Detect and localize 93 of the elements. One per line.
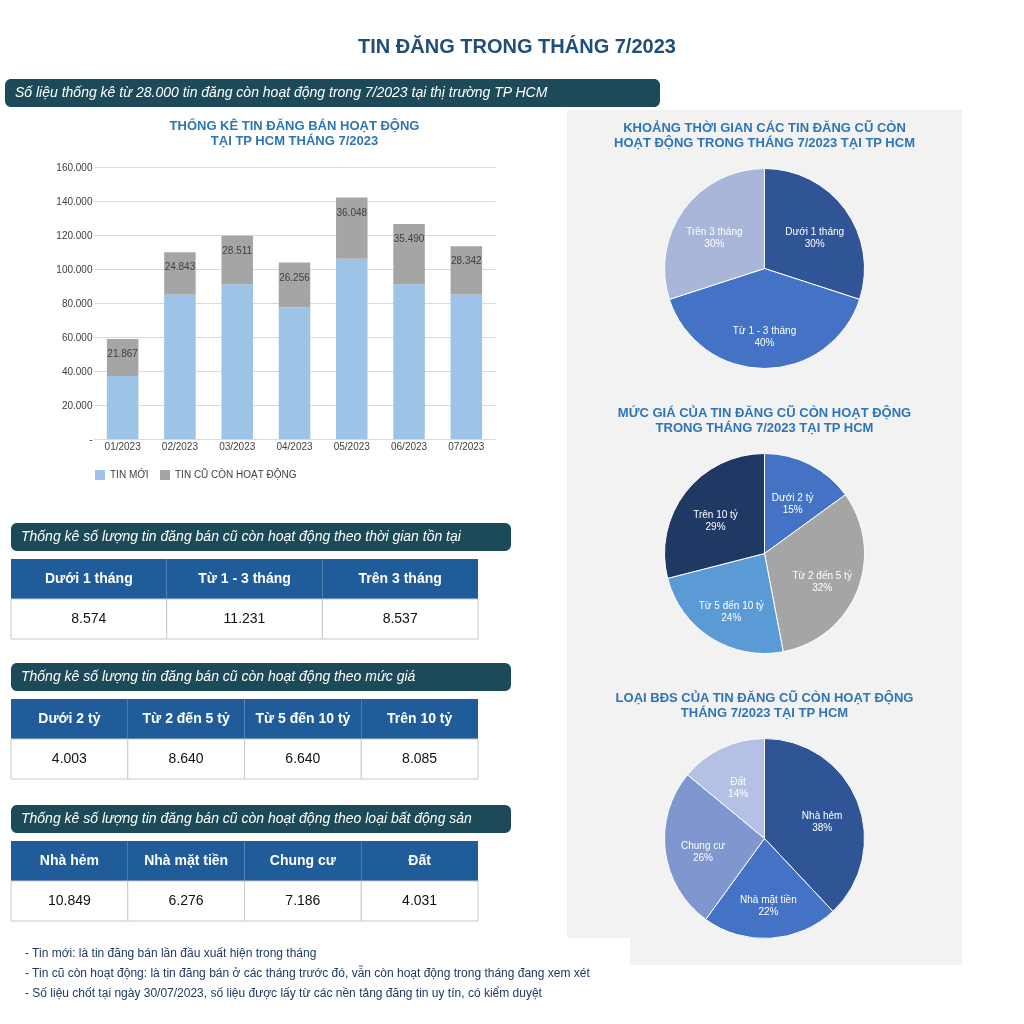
legend-label: TIN CŨ CÒN HOẠT ĐỘNG	[175, 468, 297, 480]
text: - Số liệu chốt tại ngày 30/07/2023, số liệu được lấy từ các nền tảng đăng tin uy tín, có kiểm duyệt	[25, 986, 543, 1000]
slice-label: Nhà mặt tiền	[740, 894, 797, 906]
bar	[221, 284, 253, 439]
category-label: Từ 1 - 3 tháng	[198, 570, 291, 586]
x-tick-label: 04/2023	[276, 440, 314, 452]
bar	[106, 376, 139, 439]
data-label: 6.276	[168, 892, 204, 908]
text: Thống kê số lượng tin đăng bán cũ còn hoạt động theo loại bất động sản	[21, 810, 473, 826]
data-label: 8.537	[382, 610, 418, 626]
data-label: 10.849	[47, 892, 91, 908]
y-tick-label: 100.000	[56, 263, 93, 275]
bar	[164, 252, 196, 295]
x-tick-label: 05/2023	[333, 440, 371, 452]
bar	[393, 284, 425, 439]
slice-label: Nhà hẻm	[801, 809, 843, 821]
category-label: Nhà mặt tiền	[144, 852, 229, 868]
data-label: 4.031	[402, 892, 438, 908]
category-label: Dưới 2 tỷ	[38, 710, 101, 726]
slice-label: Từ 2 đến 5 tỷ	[792, 570, 852, 582]
chart-title: THỐNG KÊ TIN ĐĂNG BÁN HOẠT ĐỘNG TẠI TP HCM THÁNG 7/2023	[169, 118, 420, 148]
category-label: Trên 3 tháng	[358, 570, 442, 586]
category-label: Từ 5 đến 10 tỷ	[255, 710, 351, 726]
slice-label: Trên 10 tỷ	[693, 509, 738, 521]
bar	[393, 223, 425, 285]
data-label: 32%	[812, 582, 833, 594]
slice-label: Từ 1 - 3 tháng	[732, 324, 797, 336]
data-label: 6.640	[285, 750, 321, 766]
data-label: 7.186	[285, 892, 321, 908]
legend-label: TIN MỚI	[110, 468, 149, 480]
data-label: 15%	[782, 504, 803, 516]
data-label: 28.342	[451, 255, 483, 267]
data-label: 22%	[758, 906, 779, 918]
bar	[164, 294, 196, 439]
data-label: 24.843	[164, 261, 196, 273]
data-label: 26%	[692, 852, 714, 864]
y-tick-label: 160.000	[56, 161, 93, 173]
y-tick-label: 60.000	[61, 331, 93, 343]
data-label: 28.511	[222, 244, 253, 256]
bar	[450, 246, 483, 295]
data-label: 8.085	[402, 750, 438, 766]
slice-label: Dưới 2 tỷ	[771, 492, 814, 504]
category-label: Từ 2 đến 5 tỷ	[142, 710, 230, 726]
chart-title: KHOẢNG THỜI GIAN CÁC TIN ĐĂNG CŨ CÒN HOẠT ĐỘNG TRONG THÁNG 7/2023 TẠI TP HCM	[614, 120, 915, 150]
data-label: 36.048	[336, 206, 368, 218]
data-label: 24%	[721, 611, 742, 623]
text: Thống kê số lượng tin đăng bán cũ còn hoạt động theo thời gian tồn tại	[21, 528, 462, 544]
text: - Tin mới: là tin đăng bán lần đầu xuất hiện trong tháng	[25, 946, 317, 960]
slice-label: Trên 3 tháng	[686, 226, 743, 238]
data-label: 8.574	[71, 610, 107, 626]
data-label: 40%	[754, 336, 775, 348]
slice-label: Từ 5 đến 10 tỷ	[698, 599, 764, 611]
slice-label: Chung cư	[681, 840, 726, 852]
x-tick-label: 06/2023	[390, 440, 428, 452]
bar	[221, 235, 253, 285]
bar	[336, 197, 368, 259]
y-tick-label: 20.000	[61, 399, 93, 411]
bar	[450, 294, 483, 439]
text: Thống kê số lượng tin đăng bán cũ còn hoạt động theo mức giá	[21, 668, 416, 684]
data-label: 29%	[705, 521, 726, 533]
data-label: 35.490	[393, 232, 425, 244]
slice-label: Dưới 1 tháng	[785, 226, 845, 238]
chart-title: LOẠI BĐS CỦA TIN ĐĂNG CŨ CÒN HOẠT ĐỘNG THÁNG 7/2023 TẠI TP HCM	[615, 690, 914, 720]
text: Số liệu thống kê từ 28.000 tin đăng còn hoạt động trong 7/2023 tại thị trường TP HCM	[15, 84, 548, 100]
x-tick-label: 02/2023	[161, 440, 199, 452]
x-tick-label: 07/2023	[448, 440, 485, 452]
y-tick-label: 120.000	[56, 229, 93, 241]
category-label: Dưới 1 tháng	[44, 570, 133, 586]
slice-label: Đất	[730, 776, 747, 788]
bar	[278, 307, 311, 439]
data-label: 38%	[812, 821, 833, 833]
data-label: 21.867	[107, 347, 139, 359]
x-tick-label: 03/2023	[219, 440, 256, 452]
category-label: Đất	[408, 852, 432, 868]
data-label: 30%	[704, 238, 725, 250]
y-tick-label: 80.000	[61, 297, 93, 309]
y-tick-label: -	[89, 433, 93, 445]
category-label: Nhà hẻm	[39, 852, 99, 868]
data-label: 11.231	[223, 610, 266, 626]
y-tick-label: 140.000	[56, 195, 93, 207]
category-label: Chung cư	[269, 852, 337, 868]
data-label: 4.003	[51, 750, 88, 766]
category-label: Trên 10 tỷ	[386, 710, 453, 726]
text: TIN ĐĂNG TRONG THÁNG 7/2023	[358, 35, 676, 57]
bar	[336, 258, 368, 439]
data-label: 26.256	[279, 271, 311, 283]
y-tick-label: 40.000	[61, 365, 93, 377]
data-label: 8.640	[168, 750, 204, 766]
text: - Tin cũ còn hoạt động: là tin đăng bán ở các tháng trước đó, vẫn còn hoạt động trong tháng đang xem xét	[25, 965, 591, 980]
chart-title: MỨC GIÁ CỦA TIN ĐĂNG CŨ CÒN HOẠT ĐỘNG TRONG THÁNG 7/2023 TẠI TP HCM	[617, 405, 912, 435]
data-label: 30%	[804, 238, 825, 250]
data-label: 14%	[728, 788, 749, 800]
x-tick-label: 01/2023	[104, 440, 142, 452]
